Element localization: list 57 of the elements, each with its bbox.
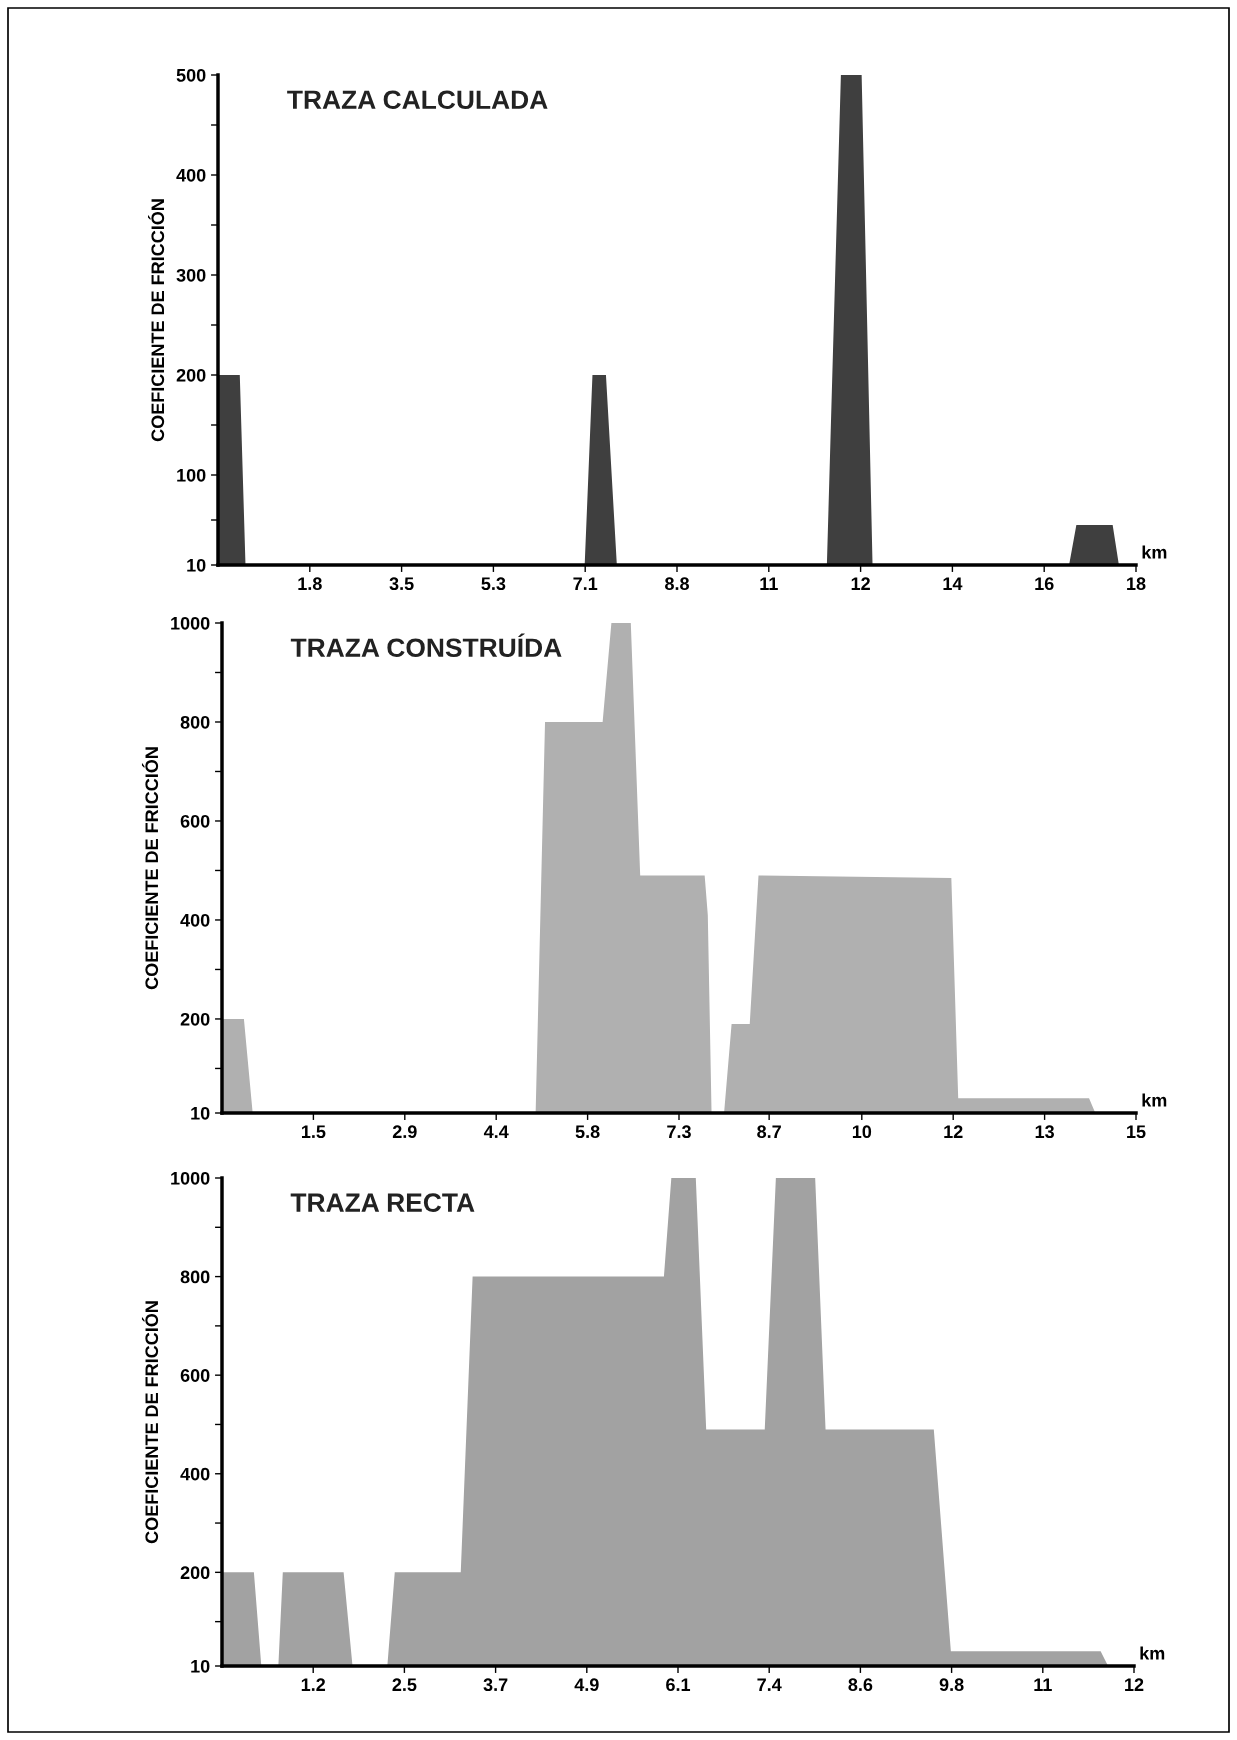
x-axis-title: km (1142, 545, 1167, 559)
y-tick-label: 400 (180, 1467, 210, 1481)
chart-title: TRAZA CALCULADA (287, 90, 548, 110)
y-tick-label: 10 (191, 1106, 210, 1120)
x-tick-label: 11 (1034, 1678, 1052, 1691)
x-tick-label: 15 (1127, 1125, 1146, 1139)
x-tick-label: 14 (943, 577, 963, 590)
x-tick-label: 1.5 (301, 1125, 326, 1139)
x-tick-label: 13 (1035, 1125, 1054, 1139)
x-tick-label: 8.6 (848, 1678, 873, 1692)
y-tick-label: 200 (180, 1012, 210, 1026)
y-tick-label: 300 (176, 268, 206, 282)
y-tick-label: 500 (176, 68, 206, 82)
x-axis-title: km (1140, 1646, 1165, 1660)
chart-title: TRAZA RECTA (290, 1193, 475, 1213)
x-tick-label: 3.7 (483, 1678, 508, 1692)
x-tick-label: 1.8 (298, 577, 322, 591)
x-tick-label: 7.3 (667, 1125, 691, 1139)
x-axis-title: km (1142, 1093, 1167, 1107)
x-tick-label: 2.5 (392, 1678, 417, 1692)
y-axis-title: COEFICIENTE DE FRICCIÓN (141, 747, 159, 990)
x-tick-label: 4.9 (574, 1678, 599, 1692)
y-tick-label: 10 (191, 1659, 210, 1673)
x-tick-label: 16 (1035, 577, 1054, 591)
x-tick-label: 4.4 (483, 1125, 509, 1138)
y-tick-label: 400 (180, 913, 210, 927)
y-tick-label: 400 (176, 168, 206, 182)
chart-title: TRAZA CONSTRUÍDA (290, 633, 562, 658)
y-tick-label: 100 (177, 468, 206, 482)
x-tick-label: 3.5 (389, 577, 414, 591)
y-tick-label: 1000 (171, 1171, 210, 1185)
x-tick-label: 12 (851, 577, 870, 590)
y-tick-label: 200 (176, 368, 206, 382)
x-tick-label: 12 (944, 1125, 963, 1138)
x-tick-label: 12 (1125, 1678, 1144, 1691)
x-tick-label: 8.7 (757, 1125, 781, 1139)
y-tick-label: 600 (180, 814, 210, 828)
y-tick-label: 1000 (171, 616, 210, 630)
x-tick-label: 1.2 (301, 1678, 326, 1691)
y-tick-label: 600 (180, 1369, 210, 1382)
x-tick-label: 8.8 (665, 577, 689, 591)
x-tick-label: 7.1 (573, 577, 598, 590)
x-tick-label: 11 (760, 577, 778, 590)
x-tick-label: 7.4 (757, 1678, 782, 1691)
x-tick-label: 5.8 (575, 1125, 600, 1139)
y-tick-label: 800 (180, 715, 210, 729)
y-axis-title: COEFICIENTE DE FRICCIÓN (141, 1301, 159, 1544)
x-tick-label: 5.3 (481, 577, 506, 591)
y-tick-label: 800 (180, 1270, 210, 1284)
x-tick-label: 18 (1127, 577, 1146, 591)
y-axis-title: COEFICIENTE DE FRICCIÓN (147, 199, 165, 442)
x-tick-label: 9.8 (939, 1678, 964, 1692)
x-tick-label: 2.9 (392, 1125, 417, 1139)
x-tick-label: 6.1 (666, 1678, 691, 1692)
y-tick-label: 10 (187, 558, 206, 572)
y-tick-label: 200 (180, 1566, 210, 1580)
x-tick-label: 10 (852, 1125, 872, 1139)
